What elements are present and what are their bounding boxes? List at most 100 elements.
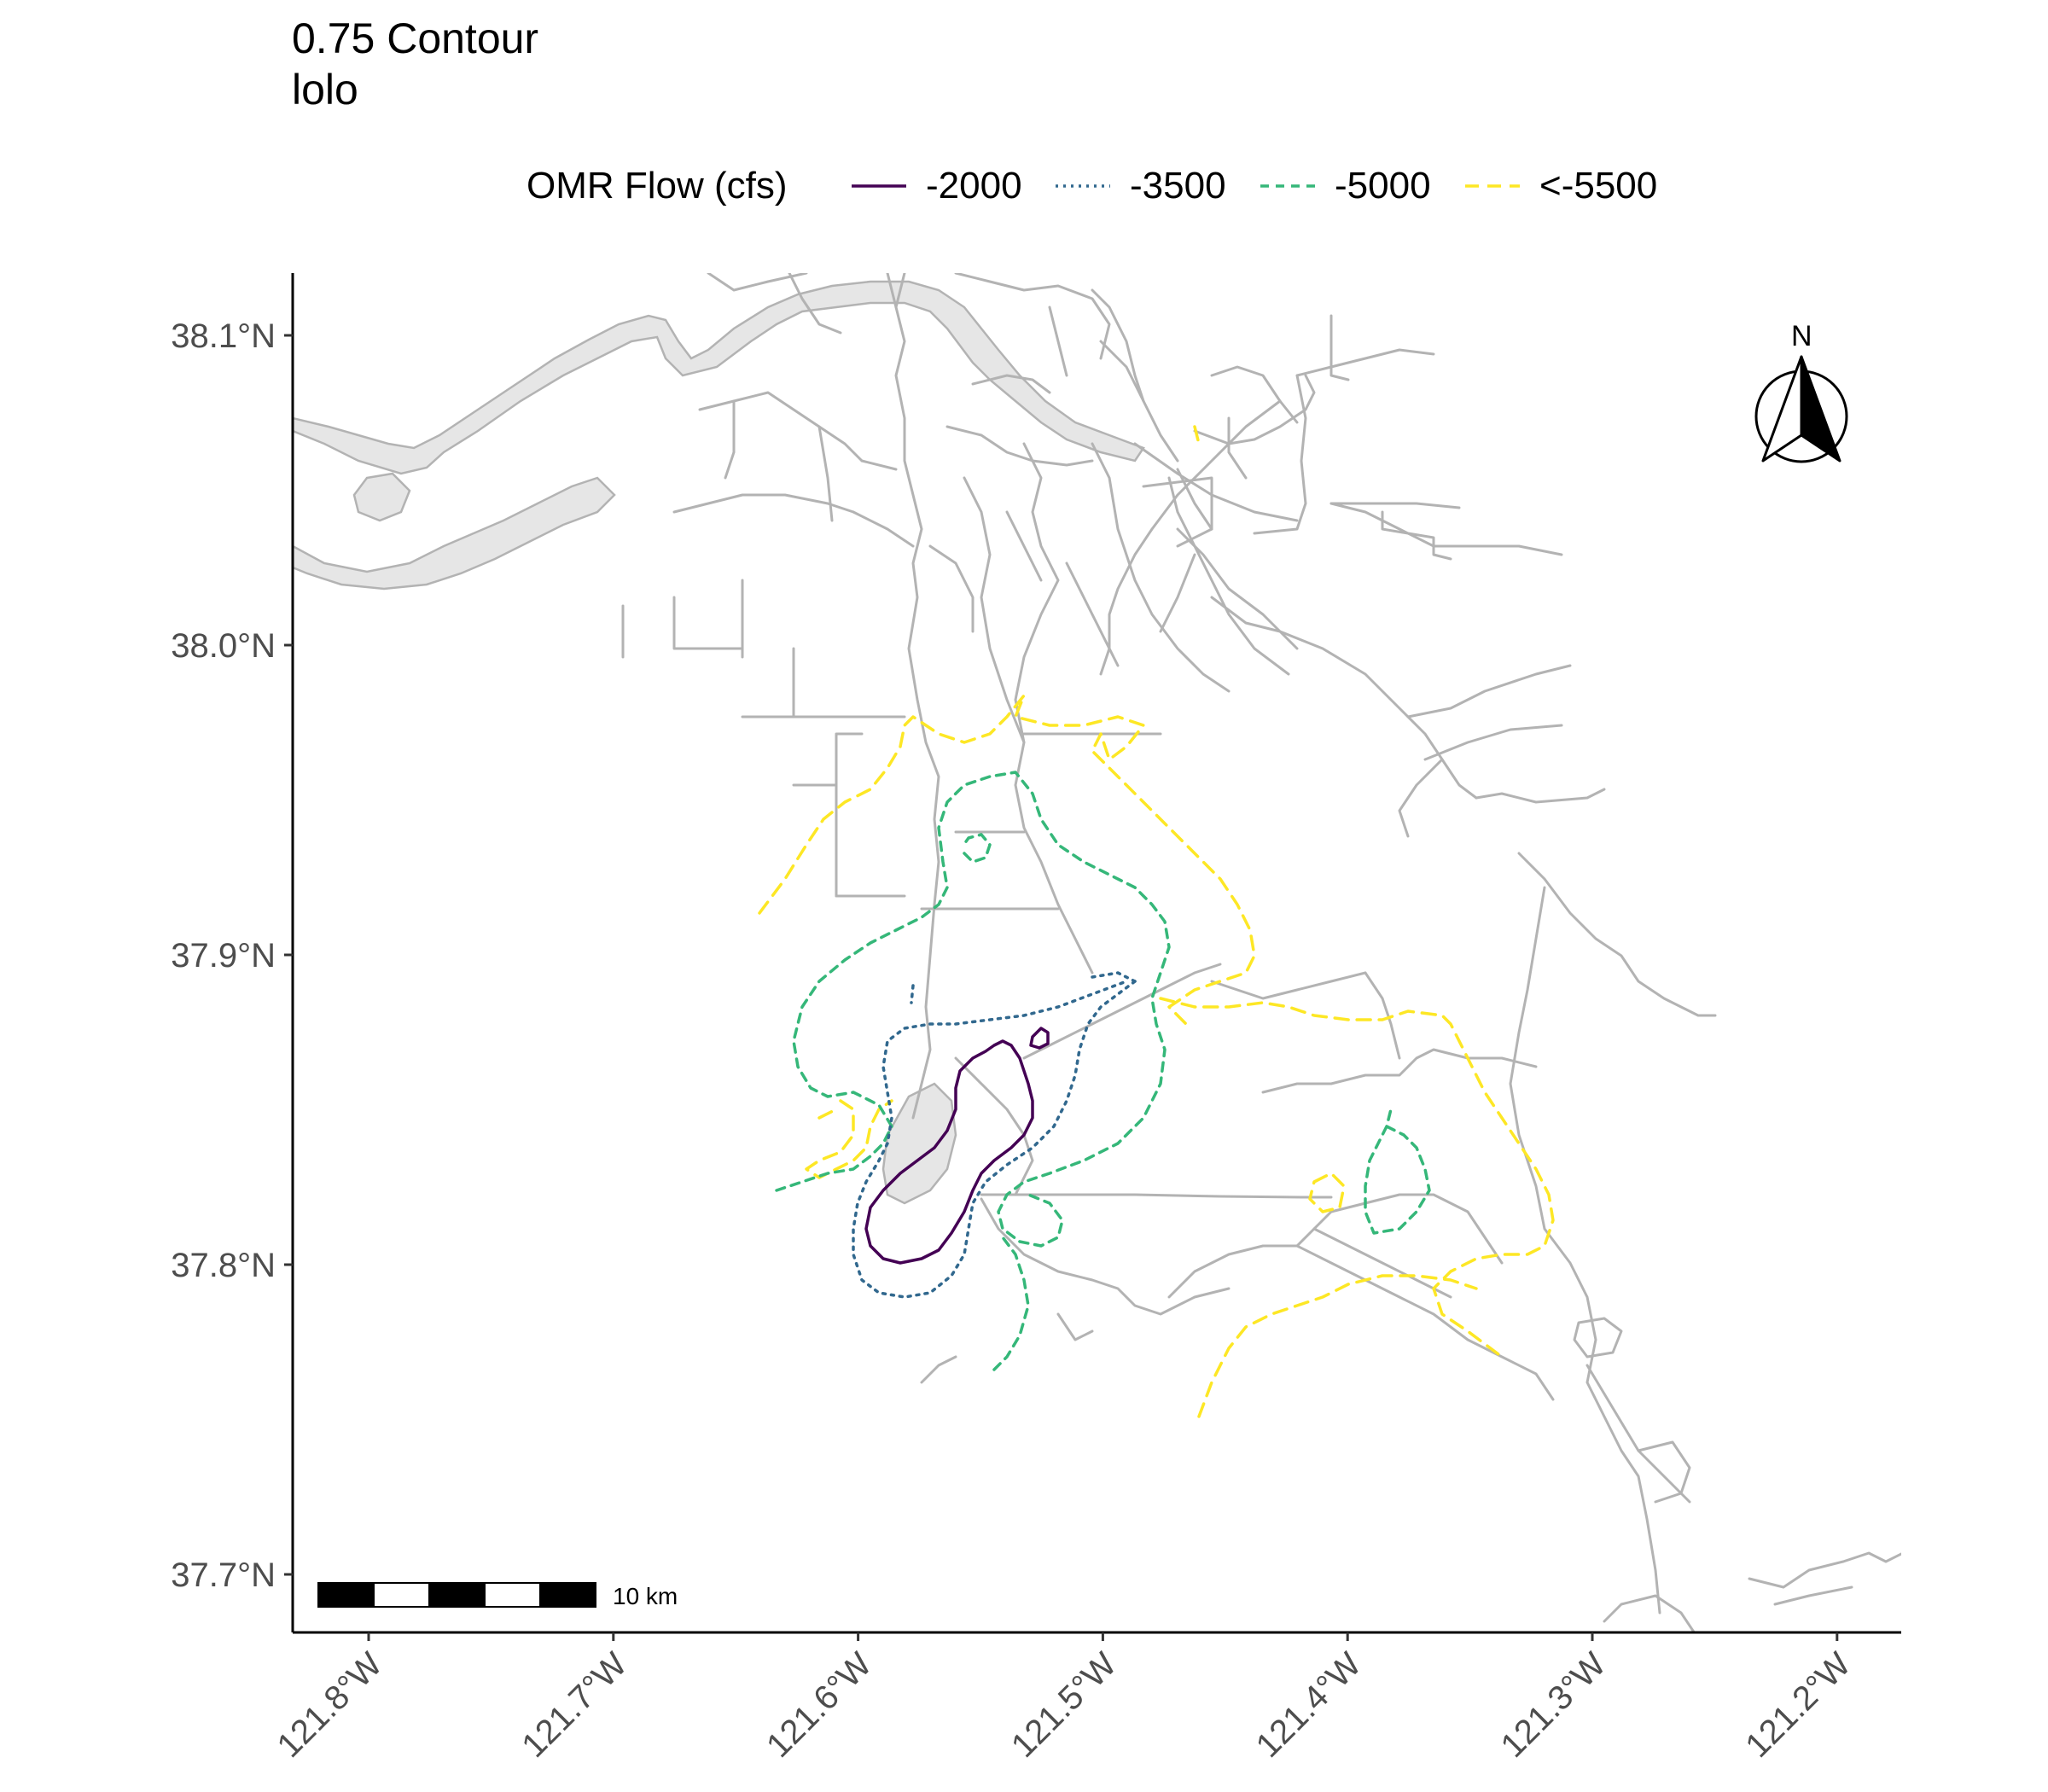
- scale-seg-3: [428, 1582, 486, 1608]
- channel: [945, 425, 1094, 467]
- waterways-layer: [293, 273, 1901, 1632]
- channel: [1573, 1317, 1623, 1359]
- x-tick-label: 121.4°W: [1249, 1645, 1369, 1765]
- channel: [1048, 305, 1068, 377]
- marsh-island: [352, 472, 411, 522]
- channel: [1406, 664, 1572, 719]
- channel: [1295, 348, 1435, 377]
- contour-3500-main: [852, 980, 1137, 1299]
- legend-label-2000: -2000: [926, 165, 1022, 207]
- channel: [860, 459, 898, 471]
- channel: [1193, 374, 1316, 445]
- channel: [1210, 971, 1367, 1000]
- levee-line: [1142, 476, 1213, 548]
- legend-title: OMR Flow (cfs): [527, 165, 788, 207]
- north-arrow-right: [1800, 355, 1841, 463]
- y-tick-label: 38.1°N: [171, 317, 276, 355]
- channel: [920, 1355, 957, 1384]
- old-river: [894, 273, 940, 1120]
- x-tick-label: 121.8°W: [270, 1645, 389, 1765]
- channel: [1099, 340, 1145, 403]
- scale-seg-2: [373, 1582, 430, 1608]
- channel: [672, 493, 855, 514]
- y-tick-label: 37.8°N: [171, 1247, 276, 1284]
- channel: [1329, 502, 1461, 509]
- scale-seg-5: [539, 1582, 596, 1608]
- sacramento-river-area: [293, 280, 1145, 475]
- channel: [707, 273, 808, 292]
- channel: [1253, 374, 1307, 535]
- y-tick-label: 37.7°N: [171, 1556, 276, 1594]
- contour-5500-west: [805, 1099, 893, 1179]
- scale-label: 10 km: [613, 1583, 678, 1609]
- contour-5500-top: [1193, 425, 1201, 445]
- channel: [698, 391, 864, 463]
- channel: [1773, 1585, 1853, 1606]
- channel: [1637, 1440, 1691, 1504]
- x-tick-label: 121.5°W: [1004, 1645, 1124, 1765]
- scale-bar: 10 km: [317, 1582, 678, 1609]
- channel: [928, 544, 975, 633]
- channel: [886, 273, 898, 309]
- channel: [1475, 788, 1606, 804]
- channel: [1005, 510, 1043, 582]
- channel: [1517, 852, 1717, 1017]
- legend-item-3500: -3500: [1056, 165, 1226, 207]
- contour-3500: [852, 971, 1137, 1299]
- contour-3500-spur: [910, 984, 915, 1004]
- legend: OMR Flow (cfs) -2000 -3500 -5000 <-5500: [527, 165, 1657, 207]
- north-label: N: [1791, 320, 1812, 352]
- channel: [1423, 724, 1563, 761]
- x-tick-label: 121.6°W: [759, 1645, 879, 1765]
- legend-label-5500: <-5500: [1539, 165, 1657, 207]
- contour-2000-loop: [1029, 1027, 1050, 1050]
- channel: [1381, 510, 1452, 561]
- contour-3500-top: [1091, 971, 1137, 983]
- contour-5000-lobe: [961, 833, 992, 864]
- x-ticks: 121.8°W 121.7°W 121.6°W 121.5°W 121.4°W 121.3…: [270, 1632, 1858, 1765]
- y-ticks: 38.1°N 38.0°N 37.9°N 37.8°N 37.7°N: [171, 317, 293, 1594]
- title-block: 0.75 Contour lolo: [292, 15, 538, 113]
- middle-river: [1014, 442, 1094, 975]
- legend-label-5000: -5000: [1335, 165, 1431, 207]
- channel: [852, 510, 915, 548]
- x-tick-label: 121.7°W: [515, 1645, 634, 1765]
- channel: [971, 374, 1051, 394]
- levee-line: [792, 732, 864, 787]
- channel: [1261, 1048, 1538, 1094]
- legend-item-5000: -5000: [1260, 165, 1431, 207]
- channel: [1210, 596, 1478, 800]
- channel: [788, 273, 842, 335]
- contour-5000-south: [992, 1236, 1030, 1371]
- channel: [1210, 365, 1299, 424]
- x-tick-label: 121.2°W: [1738, 1645, 1858, 1765]
- channel: [1176, 527, 1299, 650]
- channel: [1295, 1244, 1555, 1401]
- channel: [1329, 314, 1350, 381]
- channel: [1329, 502, 1563, 556]
- channel: [954, 1056, 1034, 1196]
- channel: [1091, 288, 1179, 463]
- channel: [1176, 468, 1213, 531]
- north-arrow: N: [1754, 320, 1848, 463]
- contour-2000-main: [864, 1039, 1034, 1265]
- contour-5500-north: [758, 694, 1256, 1026]
- contour-5500-south: [1197, 1274, 1478, 1418]
- contour-5000-main: [775, 771, 1171, 1248]
- channel: [1603, 1594, 1696, 1632]
- san-joaquin-channel: [963, 476, 1026, 744]
- scale-seg-1: [317, 1582, 375, 1608]
- channel: [1056, 1312, 1094, 1341]
- north-arrow-left: [1761, 355, 1803, 463]
- y-tick-label: 38.0°N: [171, 627, 276, 665]
- channel: [1167, 1193, 1504, 1299]
- y-tick-label: 37.9°N: [171, 937, 276, 975]
- channel: [1748, 1551, 1901, 1589]
- contour-5500-east: [1159, 997, 1555, 1359]
- clifton-court-forebay: [881, 1082, 957, 1205]
- channel: [1509, 886, 1661, 1615]
- title-line-2: lolo: [292, 66, 358, 113]
- contour-5000: [775, 771, 1431, 1371]
- legend-item-2000: -2000: [852, 165, 1022, 207]
- legend-item-5500: <-5500: [1465, 165, 1657, 207]
